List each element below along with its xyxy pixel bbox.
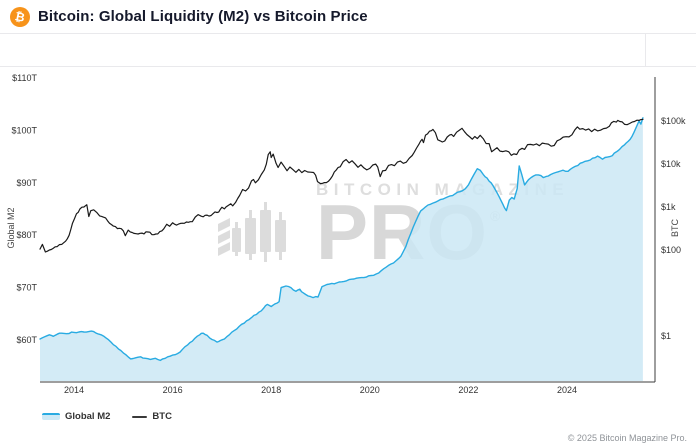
chart-plot-area[interactable]: $60T $70T $80T $90T $100T $110T $1 $100 $1k $10k $… [0,67,696,405]
bitcoin-magazine-logo-icon [218,202,286,262]
svg-text:$110T: $110T [12,73,37,83]
svg-text:2018: 2018 [261,385,281,395]
svg-text:$90T: $90T [16,178,37,188]
header: ₿ Bitcoin: Global Liquidity (M2) vs Bitc… [0,0,696,34]
btc-swatch-icon [132,415,148,418]
watermark-line1: BITCOIN MAGAZINE [316,180,570,199]
legend-item-global-m2[interactable]: Global M2 [42,411,110,422]
chart-legend: Global M2 BTC [42,411,194,422]
svg-text:BTC: BTC [670,218,680,237]
svg-text:2014: 2014 [64,385,84,395]
svg-text:$100k: $100k [661,116,686,126]
global-m2-swatch-icon [42,413,60,420]
toolbar-divider [645,34,646,66]
svg-text:2024: 2024 [557,385,577,395]
svg-text:2020: 2020 [360,385,380,395]
svg-text:$70T: $70T [16,283,37,293]
copyright-text: © 2025 Bitcoin Magazine Pro. [567,433,687,443]
svg-text:$80T: $80T [16,230,37,240]
svg-text:$60T: $60T [16,335,37,345]
svg-text:$1: $1 [661,331,671,341]
toolbar-strip [0,34,696,67]
bitcoin-icon: ₿ [10,6,30,27]
svg-text:$1k: $1k [661,202,676,212]
page-title: Bitcoin: Global Liquidity (M2) vs Bitcoi… [38,8,368,25]
svg-text:$100: $100 [661,245,681,255]
legend-label: BTC [152,411,172,422]
svg-text:$100T: $100T [11,125,37,135]
legend-item-btc[interactable]: BTC [132,411,172,422]
svg-text:2016: 2016 [163,385,183,395]
svg-text:Global M2: Global M2 [6,207,16,248]
legend-label: Global M2 [65,411,111,422]
svg-text:2022: 2022 [458,385,478,395]
svg-text:$10k: $10k [661,159,681,169]
